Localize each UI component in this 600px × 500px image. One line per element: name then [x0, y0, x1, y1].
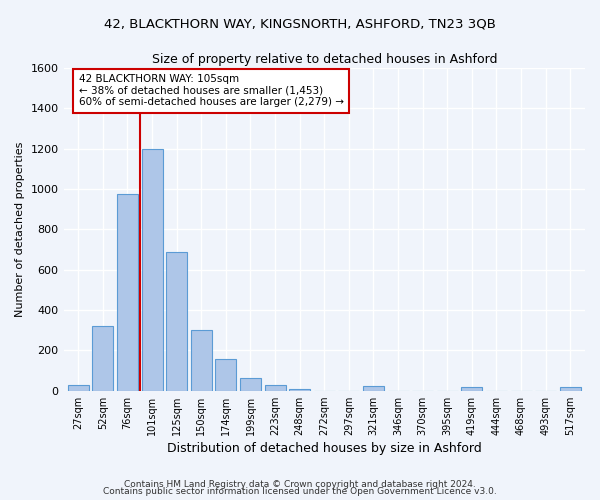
Bar: [215, 360, 236, 390]
Bar: [166, 252, 187, 390]
Bar: [142, 148, 163, 390]
Bar: [265, 385, 286, 390]
Text: Contains HM Land Registry data © Crown copyright and database right 2024.: Contains HM Land Registry data © Crown c…: [124, 480, 476, 489]
Text: 42 BLACKTHORN WAY: 105sqm
← 38% of detached houses are smaller (1,453)
60% of se: 42 BLACKTHORN WAY: 105sqm ← 38% of detac…: [79, 74, 344, 108]
Bar: [68, 385, 89, 390]
Y-axis label: Number of detached properties: Number of detached properties: [15, 142, 25, 317]
Bar: [560, 387, 581, 390]
Bar: [289, 388, 310, 390]
Text: Contains public sector information licensed under the Open Government Licence v3: Contains public sector information licen…: [103, 487, 497, 496]
Bar: [461, 387, 482, 390]
Bar: [240, 378, 261, 390]
Bar: [92, 326, 113, 390]
Bar: [117, 194, 138, 390]
Title: Size of property relative to detached houses in Ashford: Size of property relative to detached ho…: [152, 52, 497, 66]
X-axis label: Distribution of detached houses by size in Ashford: Distribution of detached houses by size …: [167, 442, 482, 455]
Bar: [191, 330, 212, 390]
Text: 42, BLACKTHORN WAY, KINGSNORTH, ASHFORD, TN23 3QB: 42, BLACKTHORN WAY, KINGSNORTH, ASHFORD,…: [104, 18, 496, 30]
Bar: [363, 386, 384, 390]
